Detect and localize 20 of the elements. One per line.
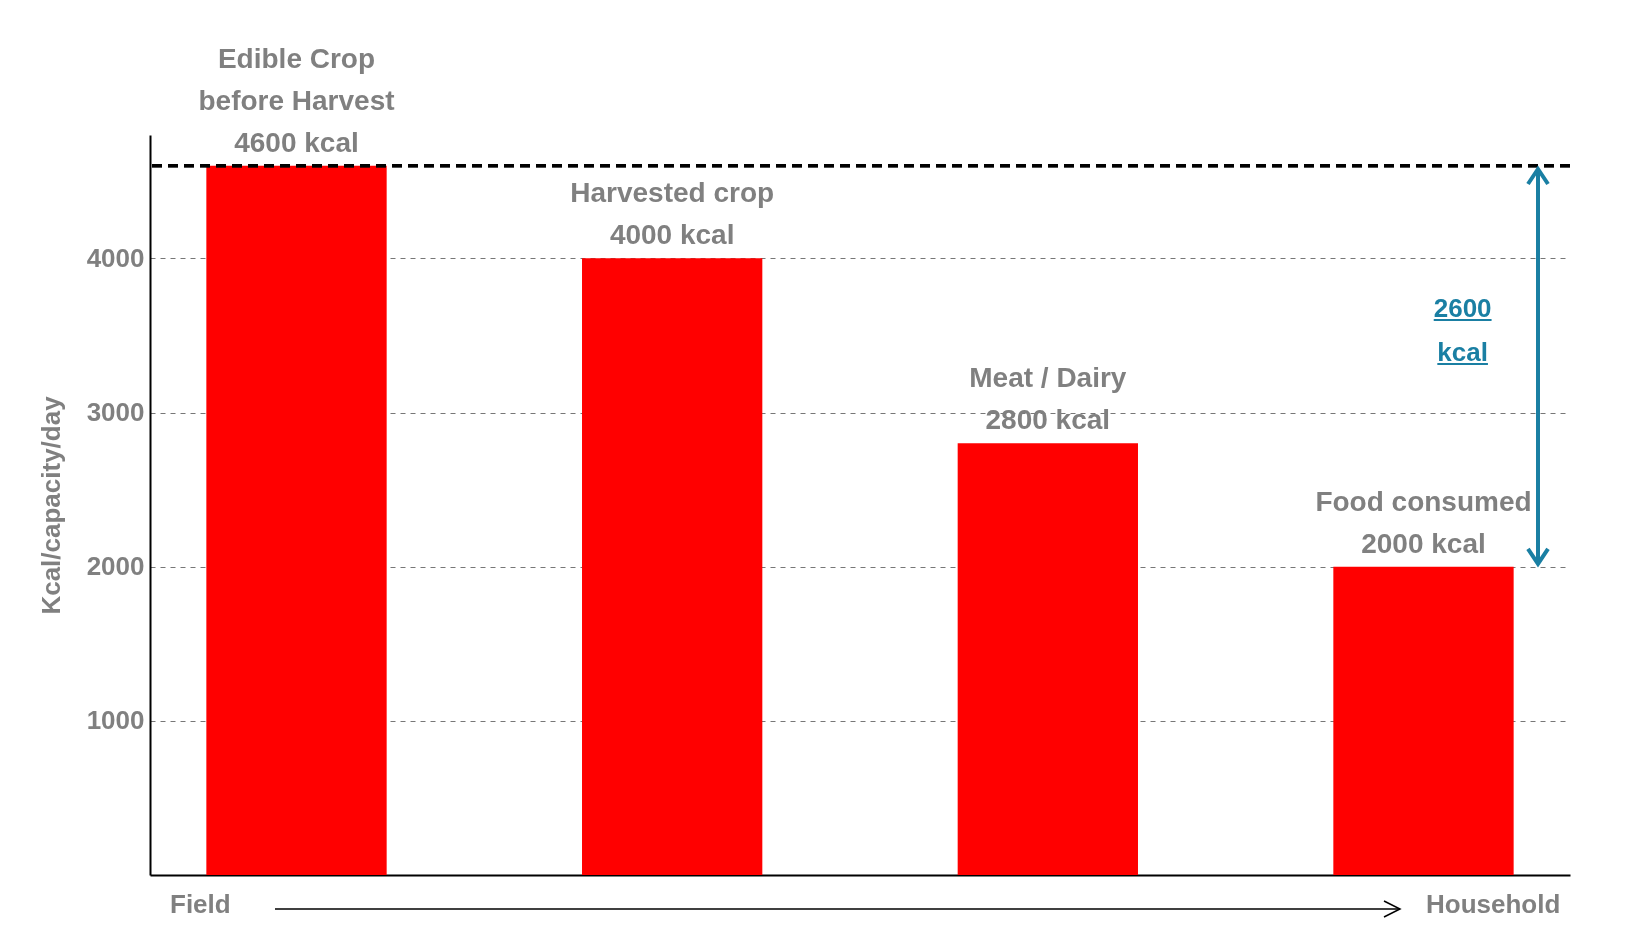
- data-label: 4600 kcal: [234, 126, 359, 158]
- text: Field: [170, 889, 231, 920]
- x-tick-label: Food consumed: [1315, 485, 1532, 517]
- bar: [206, 165, 387, 875]
- text: Household: [1426, 889, 1561, 920]
- x-tick-label: Harvested crop: [570, 177, 775, 209]
- data-label: 4000 kcal: [609, 219, 735, 251]
- y-tick-label: 3000: [86, 397, 145, 427]
- bar: [582, 258, 763, 875]
- bar: [957, 443, 1138, 875]
- y-tick-label: 4000: [86, 242, 145, 273]
- x-tick-label: Edible Crop before Harvest: [198, 42, 395, 116]
- bar: [1333, 566, 1514, 875]
- x-tick-label: Meat / Dairy: [969, 362, 1127, 394]
- y-tick-label: 2000: [86, 551, 145, 582]
- annotation: 2600 kcal: [1432, 291, 1493, 369]
- y-axis-title: Kcal/capacity/day: [35, 395, 66, 615]
- data-label: 2000 kcal: [1361, 527, 1486, 559]
- y-tick-label: 1000: [86, 705, 145, 736]
- data-label: 2800 kcal: [985, 404, 1111, 436]
